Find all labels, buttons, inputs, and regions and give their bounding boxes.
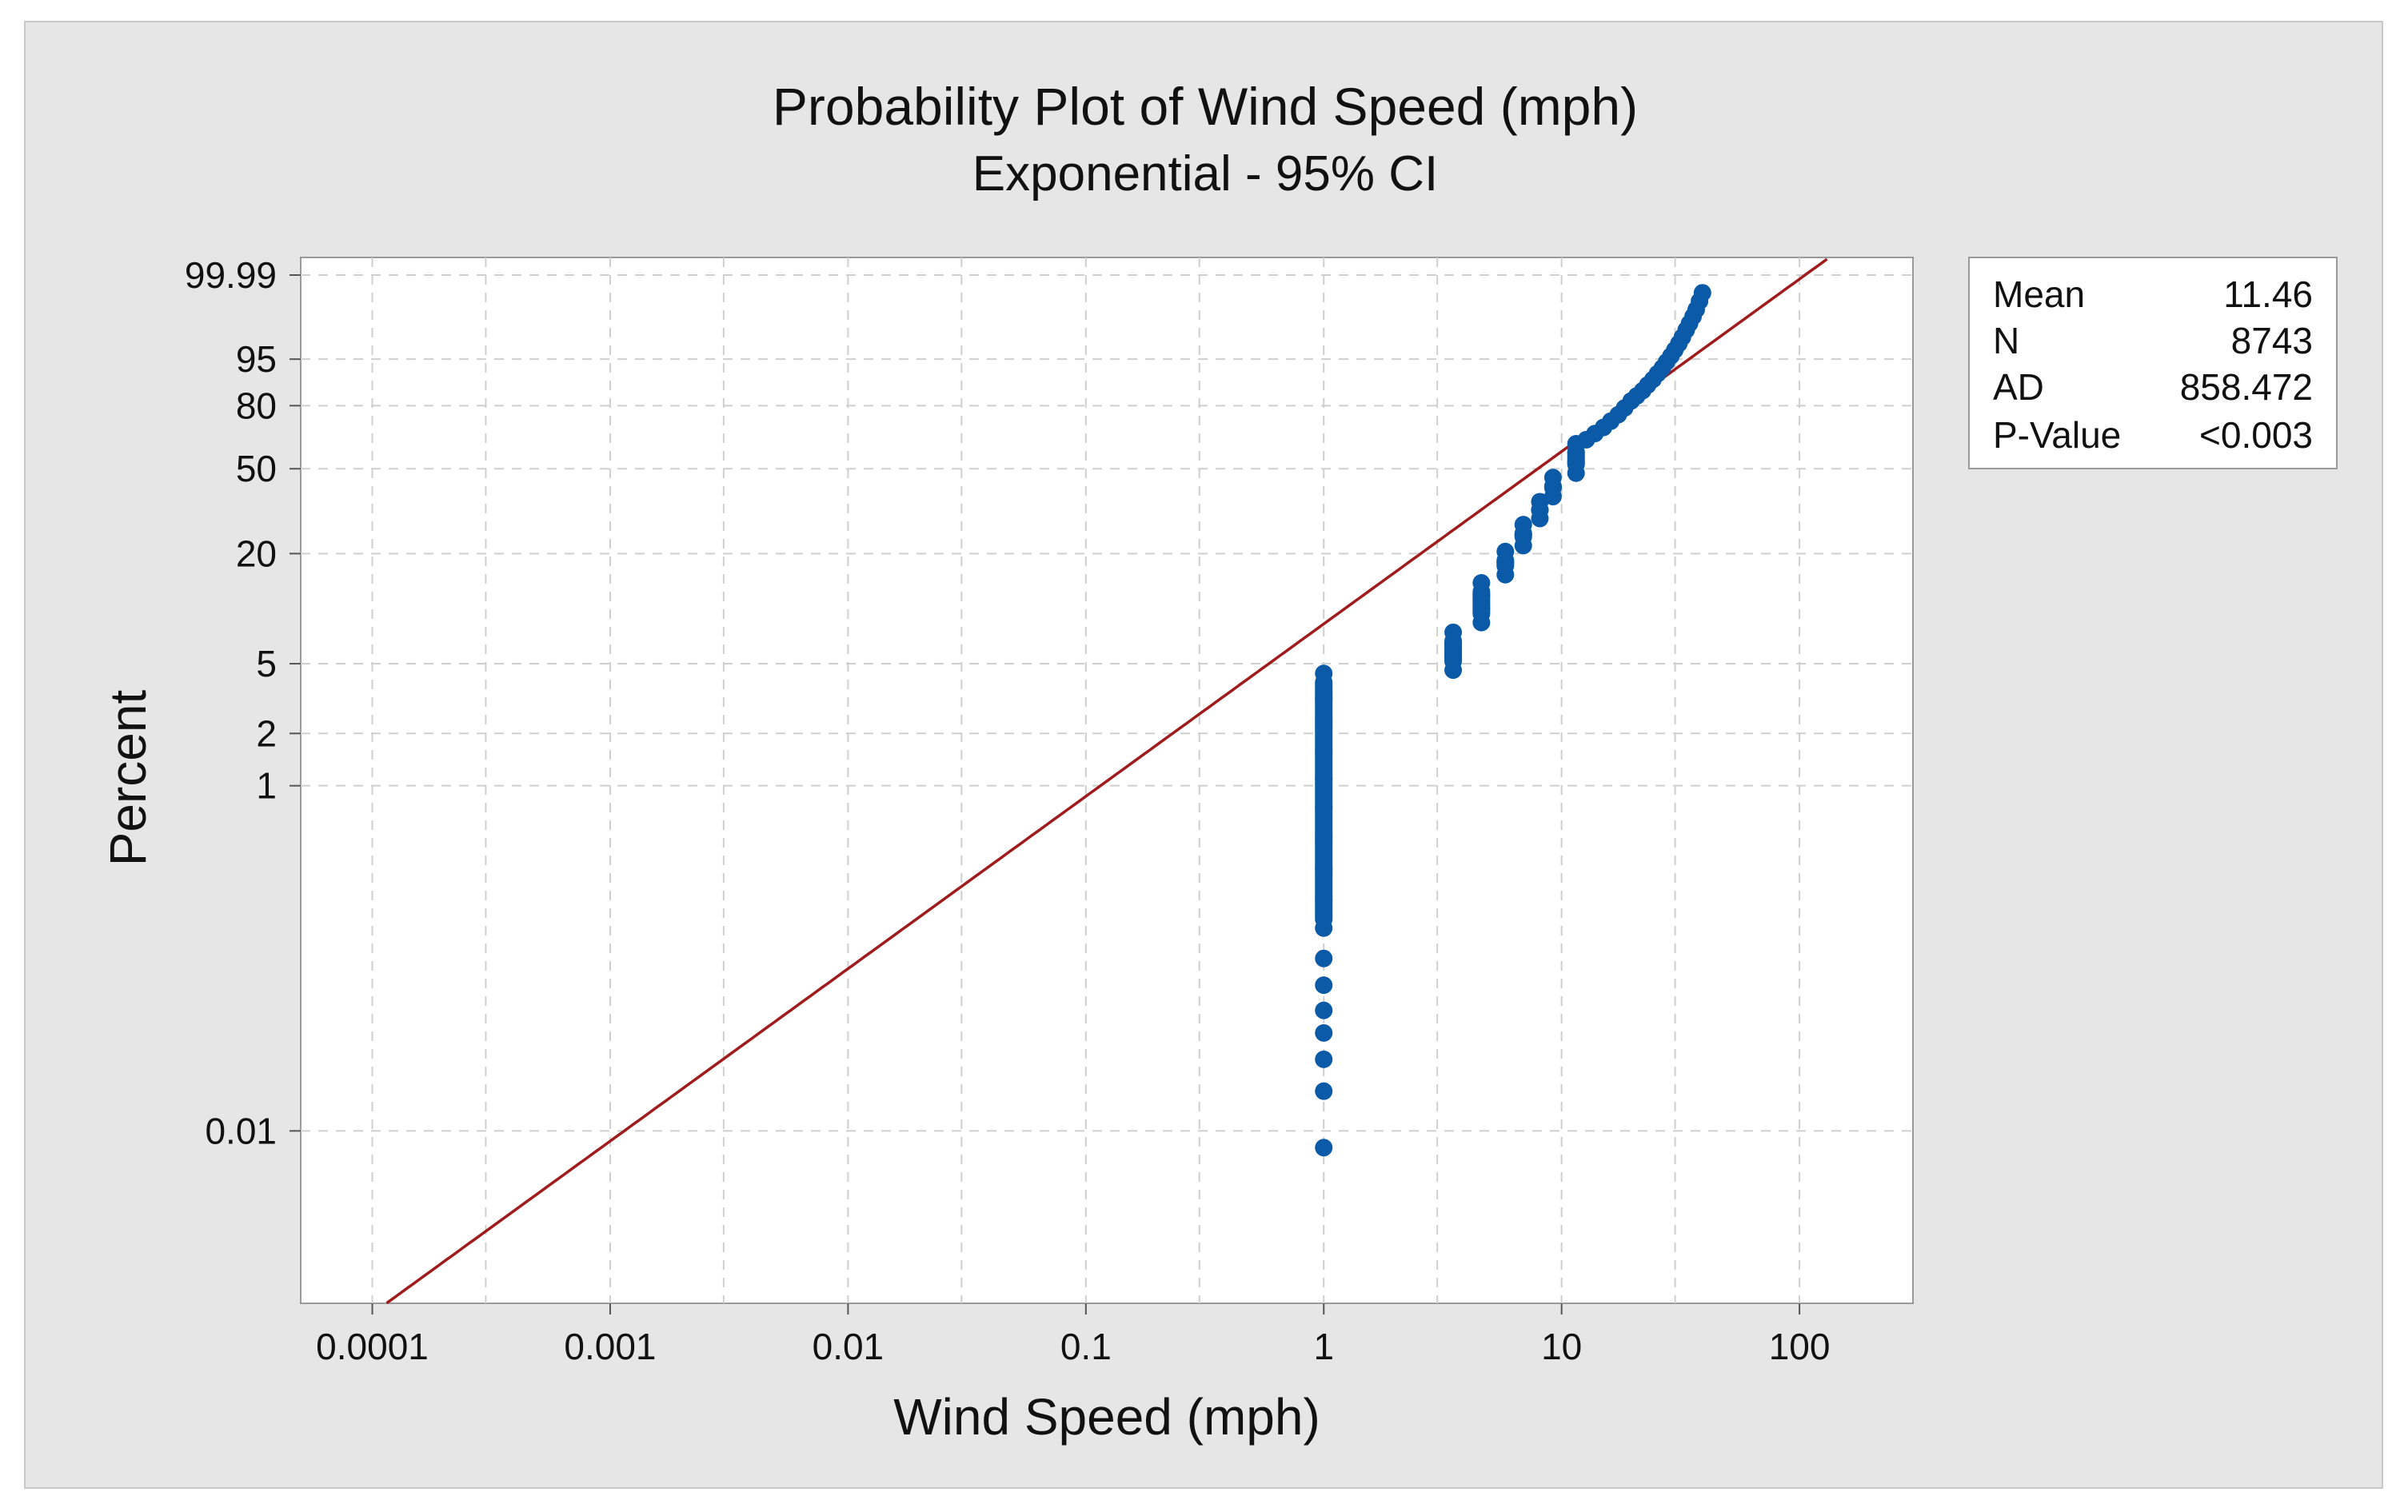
stats-box-frame	[1968, 257, 2338, 469]
y-tick-label: 20	[236, 533, 277, 574]
data-point	[1315, 1082, 1333, 1100]
data-point	[1693, 284, 1711, 302]
stat-ad-value: 858.472	[2180, 366, 2313, 408]
y-tick-label: 0.01	[205, 1110, 277, 1151]
stat-pvalue-value: <0.003	[2199, 414, 2313, 456]
data-point-stack	[1514, 525, 1532, 546]
data-point-stack	[1543, 477, 1562, 497]
data-point	[1315, 1001, 1333, 1019]
x-axis-ticks: 0.0001 0.001 0.01 0.1 1 10 100	[316, 1303, 1830, 1367]
y-tick-label: 1	[256, 765, 277, 807]
y-axis-ticks: 99.99 95 80 50 20 5 2 1 0.01	[185, 254, 301, 1151]
y-tick-label: 5	[256, 643, 277, 684]
data-point-stack	[1444, 632, 1463, 671]
stat-mean-label: Mean	[1993, 273, 2085, 315]
y-tick-label: 80	[236, 385, 277, 426]
data-point	[1315, 1139, 1333, 1157]
stats-box: Mean 11.46 N 8743 AD 858.472 P-Value <0.…	[1968, 257, 2338, 469]
x-tick-label: 10	[1541, 1326, 1582, 1367]
data-point-stack	[1567, 444, 1585, 473]
y-axis-label: Percent	[99, 690, 157, 867]
data-point	[1315, 976, 1333, 995]
stat-mean-value: 11.46	[2223, 273, 2313, 315]
data-point-stack	[1496, 551, 1515, 575]
stat-n-label: N	[1993, 320, 2019, 361]
x-tick-label: 100	[1769, 1326, 1831, 1367]
y-tick-label: 50	[236, 448, 277, 489]
data-point	[1315, 949, 1333, 967]
y-tick-label: 2	[256, 712, 277, 754]
x-axis-label: Wind Speed (mph)	[893, 1388, 1320, 1446]
data-point-stack	[1472, 583, 1491, 623]
data-points	[1315, 284, 1711, 1157]
chart-title: Probability Plot of Wind Speed (mph)	[773, 77, 1638, 136]
probability-plot: Probability Plot of Wind Speed (mph) Exp…	[99, 77, 2338, 1446]
y-tick-label: 99.99	[185, 254, 277, 296]
data-point	[1315, 1023, 1333, 1042]
data-point-stack	[1531, 501, 1549, 519]
x-tick-label: 0.001	[564, 1326, 656, 1367]
data-point	[1315, 1050, 1333, 1068]
stat-ad-label: AD	[1993, 366, 2044, 408]
x-tick-label: 0.1	[1060, 1326, 1112, 1367]
gridlines	[301, 257, 1913, 1303]
stat-pvalue-label: P-Value	[1993, 414, 2121, 456]
chart-subtitle: Exponential - 95% CI	[972, 146, 1438, 201]
stat-n-value: 8743	[2231, 320, 2313, 361]
x-tick-label: 0.01	[813, 1326, 885, 1367]
x-tick-label: 0.0001	[316, 1326, 429, 1367]
data-point-stack	[1315, 673, 1333, 928]
y-tick-label: 95	[236, 338, 277, 380]
figure-frame: Probability Plot of Wind Speed (mph) Exp…	[24, 21, 2383, 1489]
x-tick-label: 1	[1313, 1326, 1334, 1367]
